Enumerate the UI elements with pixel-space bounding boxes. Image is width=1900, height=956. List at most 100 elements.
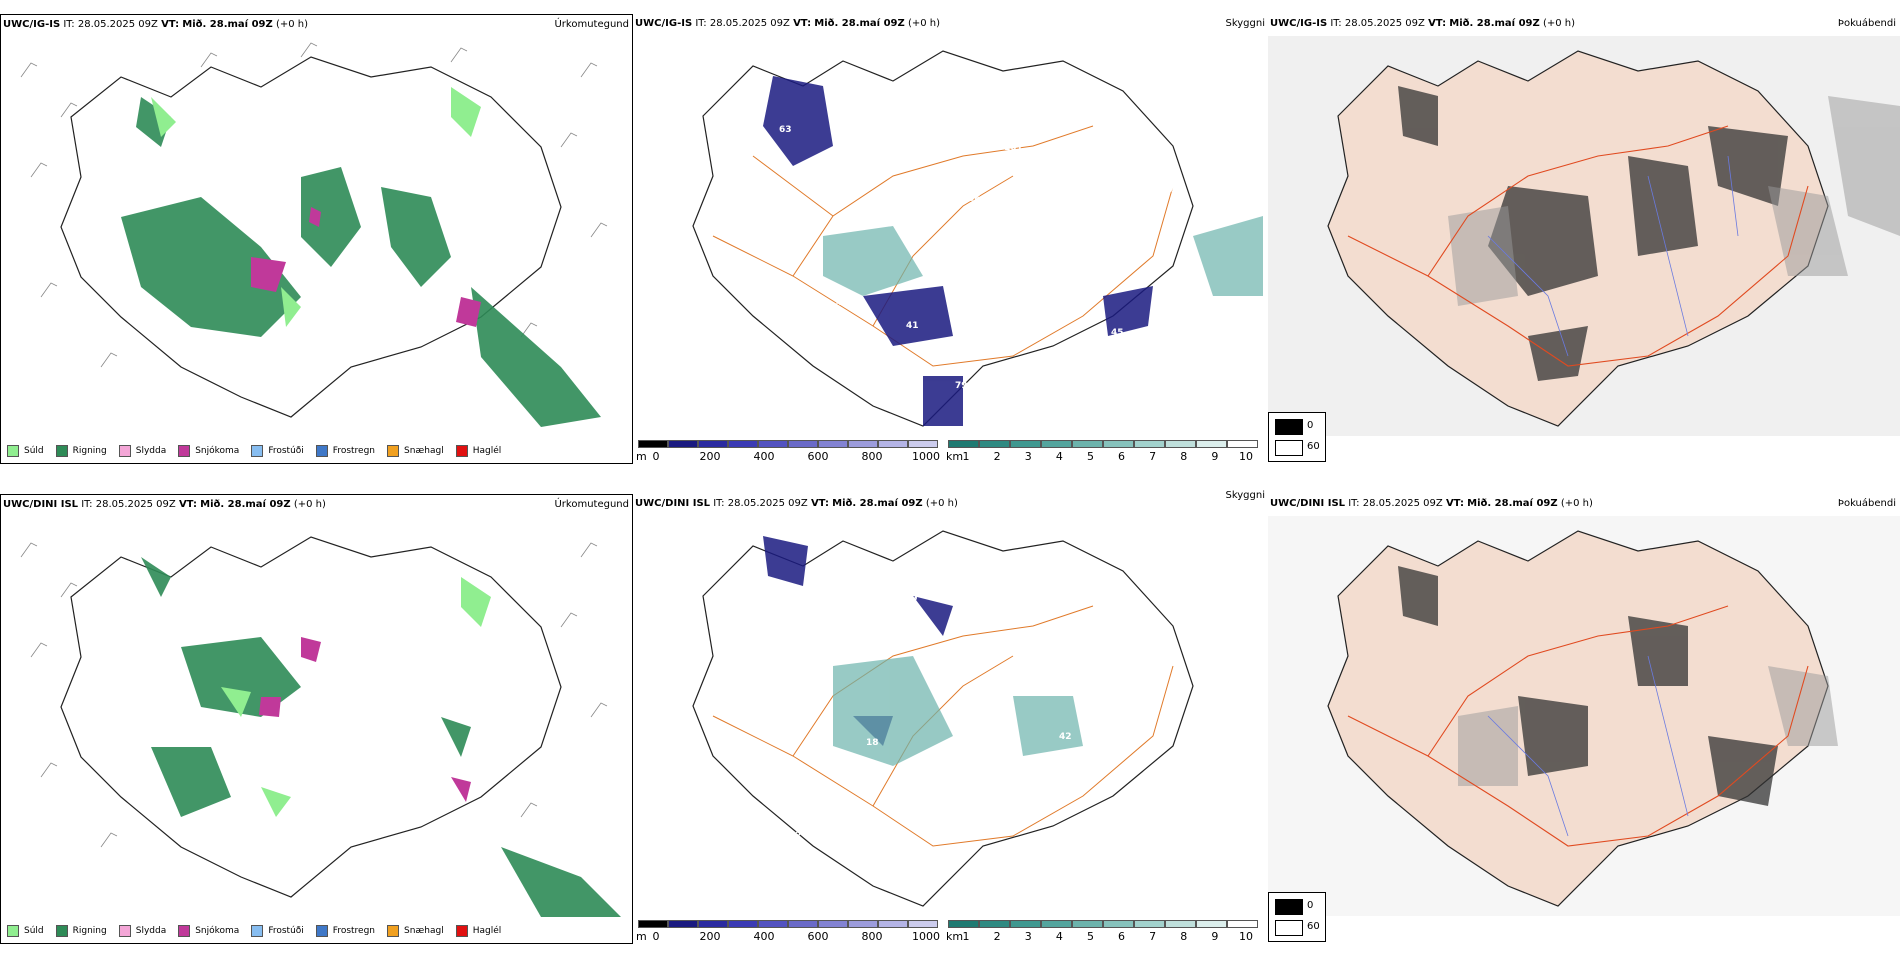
legend-item: Frostregn: [315, 925, 375, 937]
cloud-base-label: 18: [866, 738, 879, 748]
cloud-base-label: 45: [1111, 328, 1124, 338]
cloud-base-label: 42: [1059, 732, 1072, 742]
drizzle-areas: [221, 577, 491, 817]
cloud-base-label: 24: [1121, 805, 1134, 815]
cloud-base-label: 69: [909, 127, 922, 137]
cloud-base-label: 63: [920, 129, 933, 139]
legend-item: Slydda: [118, 925, 167, 937]
cloud-base-labels: 8543508010110369799354556563836963100279…: [755, 82, 1175, 391]
colorbar-segment: [1134, 920, 1165, 928]
cloud-base-label: 49: [796, 647, 809, 657]
precip-panel-top: UWC/IG-IS IT: 28.05.2025 09Z VT: Mið. 28…: [0, 14, 633, 464]
legend-item: Haglél: [455, 445, 502, 457]
cloud-base-label: 47: [906, 212, 919, 222]
valid-time-label: VT:: [1445, 498, 1464, 509]
cloud-base-label: 41: [812, 727, 825, 737]
colorbar-segment: [668, 920, 698, 928]
low-cloud-light: [833, 656, 1083, 766]
legend-label: Súld: [24, 926, 44, 936]
legend-label: Rigning: [72, 446, 107, 456]
lead-time: (+0 h): [1542, 18, 1576, 29]
legend-item: Snæhagl: [387, 445, 444, 457]
fog-panel-bottom: UWC/DINI ISL IT: 28.05.2025 09Z VT: Mið.…: [1268, 494, 1900, 944]
snow-areas: [259, 637, 471, 802]
legend-swatch: [118, 445, 131, 457]
legend-item: Frostúði: [251, 925, 304, 937]
legend-label: Haglél: [472, 446, 502, 456]
colorbar-tick: 0: [652, 450, 660, 463]
cloud-base-label: 69: [905, 594, 918, 604]
fog-dark-areas: [1398, 86, 1788, 381]
colorbar-unit: km: [946, 930, 964, 943]
legend-item: Frostúði: [251, 445, 304, 457]
precip-map: [20, 536, 621, 917]
colorbar-segment: [1103, 440, 1134, 448]
cloud-base-label: 108: [1010, 289, 1029, 299]
road-network: [1347, 125, 1809, 367]
cloud-base-label: 77: [834, 359, 847, 369]
colorbar-segment: [698, 920, 728, 928]
cloud-base-label: 96: [1028, 632, 1041, 642]
colorbar-tick: 8: [1180, 450, 1188, 463]
legend-label: Rigning: [72, 926, 107, 936]
model-name: UWC/IG-IS: [3, 19, 61, 30]
cloud-base-label: 54: [870, 165, 883, 175]
colorbar-tick: 4: [1055, 930, 1063, 943]
snow-areas: [251, 207, 481, 327]
legend-swatch: [455, 925, 468, 937]
cloud-base-label: 102: [1123, 157, 1142, 167]
model-name: UWC/DINI ISL: [3, 499, 79, 510]
legend-swatch: [387, 445, 400, 457]
colorbar-segment: [1072, 440, 1103, 448]
colorbar-segment: [948, 920, 979, 928]
legend-label: Frostúði: [268, 446, 304, 456]
panel-title: Þokuábendi: [1837, 498, 1896, 509]
legend-label: Snjókoma: [195, 446, 240, 456]
legend-swatch: [118, 925, 131, 937]
colorbar-tick: 4: [1055, 450, 1063, 463]
valid-time: Mið. 28.maí 09Z: [200, 499, 291, 510]
legend-item: Snjókoma: [178, 925, 239, 937]
cloud-base-label: 22: [789, 831, 802, 841]
cloud-base-label: 67: [858, 167, 871, 177]
init-time: IT: 28.05.2025 09Z: [1330, 18, 1425, 29]
cloud-base-label: 41: [906, 321, 919, 331]
panel-title: Þokuábendi: [1837, 18, 1896, 29]
valid-time-label: VT:: [810, 498, 829, 509]
height-colorbar: m 0 200 400 600 800 1000: [636, 920, 940, 956]
road-network: [1347, 605, 1809, 847]
legend-label: Slydda: [135, 926, 167, 936]
legend-label: Frostúði: [268, 926, 304, 936]
valid-time: Mið. 28.maí 09Z: [1449, 18, 1540, 29]
colorbar-segment: [1041, 440, 1072, 448]
colorbar-segment: [1227, 920, 1258, 928]
cloud-base-label: 33: [1002, 759, 1015, 769]
colorbar-segment: [908, 920, 938, 928]
colorbar-segment: [668, 440, 698, 448]
panel-header: UWC/DINI ISL IT: 28.05.2025 09Z VT: Mið.…: [635, 498, 958, 509]
colorbar-tick: 9: [1211, 930, 1219, 943]
legend-swatch: [55, 925, 68, 937]
colorbar-tick: 7: [1149, 450, 1157, 463]
colorbar-segment: [1196, 440, 1227, 448]
colorbar-segment: [848, 440, 878, 448]
legend-label: Frostregn: [332, 446, 376, 456]
colorbar-tick: 800: [861, 930, 883, 943]
cloud-base-label: 20: [760, 370, 773, 380]
cloud-base-label: 100: [911, 82, 930, 92]
colorbar-segment: [1196, 920, 1227, 928]
colorbar-tick: 200: [699, 450, 721, 463]
colorbar-segment: [1165, 920, 1196, 928]
colorbar-tick: 800: [861, 450, 883, 463]
cloud-base-label: 50: [1123, 114, 1136, 124]
cloud-panel-top: UWC/IG-IS IT: 28.05.2025 09Z VT: Mið. 28…: [633, 14, 1268, 464]
colorbar-segment: [878, 440, 908, 448]
colorbar-tick: 3: [1024, 450, 1032, 463]
cloud-base-label: 82: [997, 718, 1010, 728]
colorbar-segment: [878, 920, 908, 928]
legend-label: Snæhagl: [404, 926, 444, 936]
colorbar-segment: [848, 920, 878, 928]
colorbar-tick: 5: [1086, 930, 1094, 943]
fog-legend-low-swatch: [1275, 440, 1303, 456]
colorbar-tick: 0: [652, 930, 660, 943]
